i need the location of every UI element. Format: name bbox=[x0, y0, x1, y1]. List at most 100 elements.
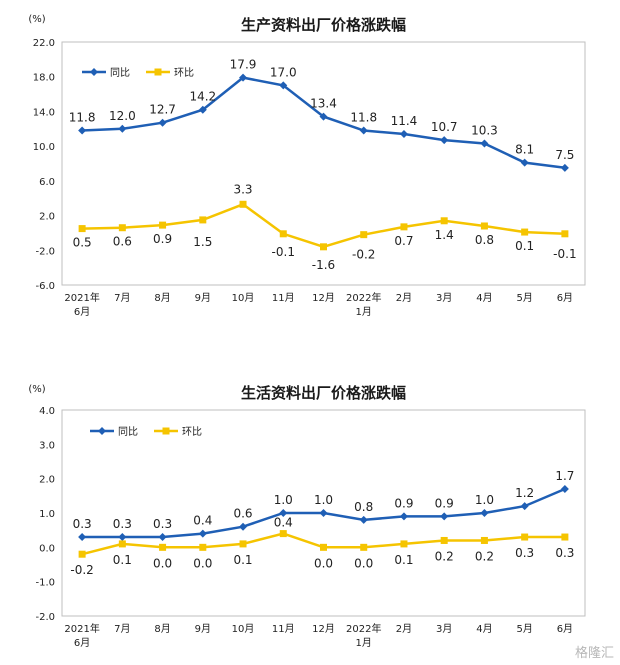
series-point bbox=[360, 231, 368, 239]
x-tick-label: 11月 bbox=[272, 292, 295, 304]
series-point bbox=[440, 136, 449, 145]
data-label: 3.3 bbox=[233, 182, 252, 196]
series-point bbox=[520, 502, 529, 511]
y-axis-unit: (%) bbox=[28, 384, 45, 395]
series-point bbox=[320, 543, 327, 551]
data-label: 0.9 bbox=[153, 232, 172, 246]
data-label: 0.3 bbox=[153, 517, 172, 531]
y-tick-label: -2.0 bbox=[35, 612, 55, 623]
x-tick-label: 1月 bbox=[356, 637, 372, 649]
x-tick-label: 8月 bbox=[154, 623, 170, 635]
data-label: 0.3 bbox=[555, 546, 574, 560]
series-point bbox=[198, 529, 207, 538]
series-point bbox=[279, 81, 288, 90]
data-label: 0.3 bbox=[515, 546, 534, 560]
series-point bbox=[158, 533, 167, 542]
series-point bbox=[78, 533, 87, 542]
series-point bbox=[440, 217, 448, 225]
series-point bbox=[199, 216, 207, 224]
series-point bbox=[480, 536, 488, 544]
series-point bbox=[480, 509, 489, 517]
data-label: 1.2 bbox=[515, 486, 534, 500]
data-label: 11.8 bbox=[350, 111, 377, 125]
data-label: 1.0 bbox=[314, 493, 333, 507]
series-point bbox=[78, 550, 86, 558]
series-point bbox=[159, 543, 167, 551]
data-label: 1.5 bbox=[193, 235, 212, 249]
data-label: 12.0 bbox=[109, 109, 136, 123]
series-point bbox=[118, 533, 127, 542]
y-tick-label: 1.0 bbox=[39, 509, 55, 520]
data-label: 0.3 bbox=[73, 517, 92, 531]
x-tick-label: 10月 bbox=[232, 292, 255, 304]
series-point bbox=[561, 533, 569, 541]
y-axis-unit: (%) bbox=[28, 14, 45, 25]
legend-marker bbox=[98, 427, 106, 435]
series-point bbox=[239, 540, 247, 548]
series-point bbox=[78, 225, 86, 233]
x-tick-label: 5月 bbox=[516, 292, 532, 304]
y-tick-label: 3.0 bbox=[39, 440, 55, 451]
plot-frame bbox=[61, 409, 586, 617]
y-tick-label: 2.0 bbox=[39, 475, 55, 486]
x-tick-label: 11月 bbox=[272, 623, 295, 635]
series-point bbox=[480, 222, 488, 230]
data-label: 8.1 bbox=[515, 143, 534, 157]
data-label: -0.1 bbox=[553, 247, 576, 261]
series-point bbox=[239, 200, 247, 208]
chart-consumer-goods: 生活资料出厂价格涨跌幅 (%) 4.0 3.0 2.0 1.0 0.0 -1.0 -2.0 202… bbox=[28, 384, 586, 649]
legend-label: 同比 bbox=[118, 426, 138, 438]
data-label: 0.1 bbox=[233, 553, 252, 567]
y-tick-label: -6.0 bbox=[35, 281, 55, 292]
data-label: 0.0 bbox=[314, 556, 333, 570]
data-label: 0.1 bbox=[515, 239, 534, 253]
series-point bbox=[560, 163, 569, 172]
data-label: 10.3 bbox=[471, 124, 498, 138]
data-label: 0.5 bbox=[73, 236, 92, 250]
data-label: 0.1 bbox=[113, 553, 132, 567]
series-point bbox=[319, 509, 328, 517]
x-tick-label: 3月 bbox=[436, 623, 452, 635]
data-label: 0.9 bbox=[394, 496, 413, 510]
x-tick-label: 10月 bbox=[232, 623, 255, 635]
y-tick-label: -2.0 bbox=[35, 246, 55, 257]
data-label: 1.4 bbox=[435, 228, 454, 242]
chart-producer-goods: 生产资料出厂价格涨跌幅 (%) 22.0 18.0 14.0 10.0 6.0 2.0 -2.0… bbox=[28, 14, 586, 318]
x-tick-label: 9月 bbox=[195, 623, 211, 635]
series-point bbox=[560, 484, 569, 493]
legend-label: 同比 bbox=[110, 67, 130, 79]
chart-title: 生活资料出厂价格涨跌幅 bbox=[241, 384, 406, 402]
data-label: 0.2 bbox=[475, 549, 494, 563]
series-point bbox=[279, 230, 287, 238]
data-label: 0.6 bbox=[113, 235, 132, 249]
series-point bbox=[360, 543, 368, 551]
data-label: 0.2 bbox=[435, 549, 454, 563]
series-point bbox=[400, 223, 408, 231]
x-tick-label: 7月 bbox=[114, 623, 130, 635]
x-tick-label: 5月 bbox=[516, 623, 532, 635]
data-label: -0.2 bbox=[70, 563, 93, 577]
data-label: -1.6 bbox=[312, 258, 335, 272]
y-tick-label: 2.0 bbox=[39, 212, 55, 223]
legend-marker bbox=[90, 68, 98, 76]
x-tick-label: 6月 bbox=[557, 292, 573, 304]
series-point bbox=[400, 540, 408, 548]
x-tick-label: 4月 bbox=[476, 623, 492, 635]
x-tick-label: 6月 bbox=[74, 637, 90, 649]
data-label: 1.7 bbox=[555, 469, 574, 483]
data-label: 1.0 bbox=[475, 493, 494, 507]
data-label: 0.8 bbox=[475, 233, 494, 247]
y-tick-label: 6.0 bbox=[39, 177, 55, 188]
x-tick-label: 8月 bbox=[154, 292, 170, 304]
series-point bbox=[319, 112, 328, 121]
y-tick-label: -1.0 bbox=[35, 578, 55, 589]
data-label: 0.7 bbox=[394, 234, 413, 248]
series-point bbox=[199, 543, 207, 551]
data-label: 0.0 bbox=[193, 556, 212, 570]
y-tick-label: 4.0 bbox=[39, 406, 55, 417]
legend-marker bbox=[162, 427, 170, 435]
x-tick-label: 1月 bbox=[356, 306, 372, 318]
series-point bbox=[118, 124, 127, 133]
series-point bbox=[78, 126, 87, 135]
x-tick-label: 9月 bbox=[195, 292, 211, 304]
